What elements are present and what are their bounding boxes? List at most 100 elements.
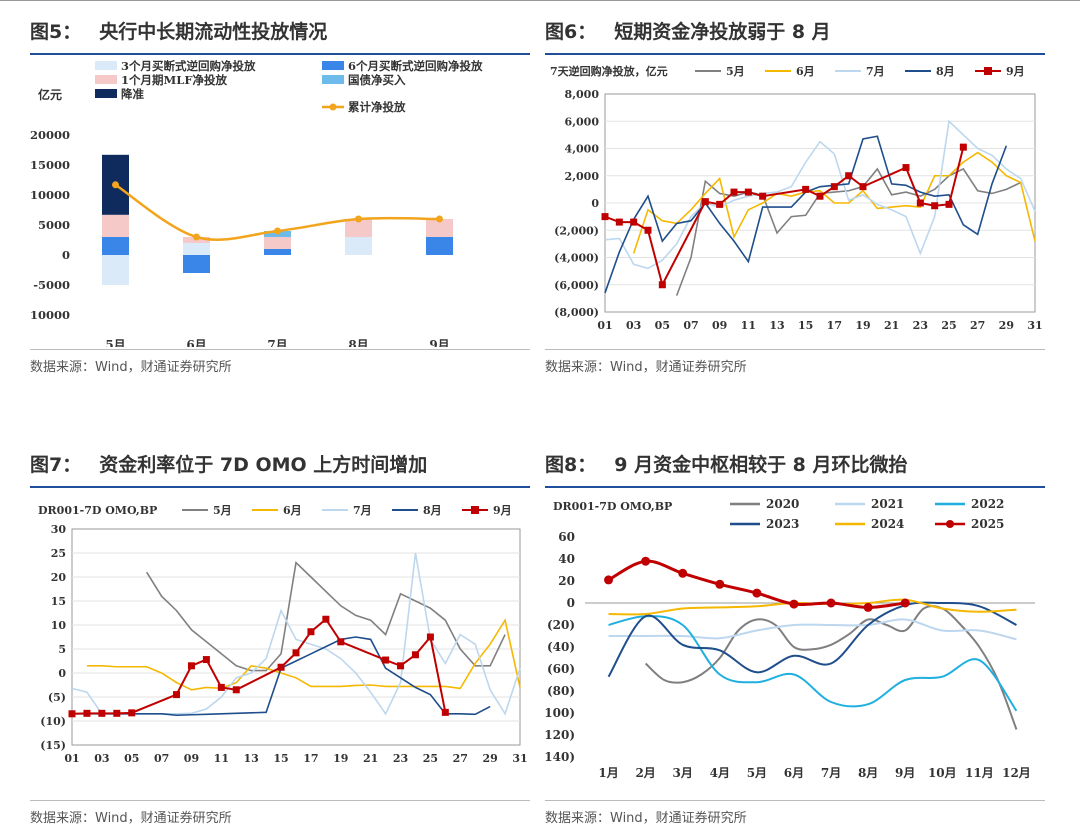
y-axis-label: 7天逆回购净投放，亿元	[550, 64, 668, 78]
x-tick-label: 23	[393, 752, 408, 765]
x-tick-label: 11	[214, 752, 229, 765]
x-tick-label: 1月	[598, 766, 618, 780]
line-point	[112, 181, 119, 189]
legend-line-marker	[329, 103, 337, 111]
legend-label: 3个月买断式逆回购净投放	[121, 59, 256, 73]
series-point	[789, 599, 799, 609]
legend-label: 国债净买入	[348, 73, 406, 87]
x-tick-label: 25	[423, 752, 438, 765]
legend-swatch	[95, 75, 117, 84]
y-tick-label: 4,000	[565, 143, 600, 156]
y-tick-label: (20)	[547, 618, 575, 632]
y-axis-label: 亿元	[38, 87, 62, 102]
legend-label: 2020	[766, 497, 799, 511]
x-tick-label: 25	[941, 319, 956, 332]
legend-swatch	[322, 75, 344, 84]
x-tick-label: 19	[333, 752, 348, 765]
source-note: 数据来源：Wind，财通证券研究所	[545, 349, 1045, 375]
y-tick-label: (8,000)	[554, 306, 599, 319]
series-line-7月	[604, 119, 1036, 270]
x-tick-label: 03	[626, 319, 641, 332]
series-line-2022	[608, 615, 1018, 712]
bar-segment	[345, 219, 372, 237]
x-tick-label: 9月	[895, 766, 915, 780]
y-tick-label: -5000	[33, 278, 70, 292]
x-tick-label: 23	[913, 319, 928, 332]
x-tick-label: 3月	[673, 766, 693, 780]
series-point	[752, 588, 762, 598]
series-point	[678, 568, 688, 578]
series-point	[322, 615, 330, 623]
plot-frame	[71, 528, 521, 746]
x-tick-label: 27	[453, 752, 468, 765]
legend-label: 8月	[936, 65, 955, 78]
y-tick-label: 0	[62, 248, 70, 262]
legend-label: 5月	[213, 504, 232, 517]
x-tick-label: 07	[154, 752, 169, 765]
bar-segment	[426, 237, 453, 255]
y-tick-label: 5000	[38, 218, 70, 232]
series-point	[641, 556, 651, 566]
legend-label: 7月	[866, 65, 885, 78]
panel-fig8: 图8：9 月资金中枢相较于 8 月环比微抬 (140) (120) (100) (80…	[545, 450, 1045, 830]
x-tick-label: 15	[273, 752, 288, 765]
x-tick-label: 7月	[821, 766, 841, 780]
series-line-5月	[675, 167, 1022, 296]
x-tick-label: 31	[1027, 319, 1042, 332]
x-tick-label: 9月	[429, 338, 449, 347]
legend-label: 2024	[871, 517, 904, 531]
legend-label: 6月	[796, 65, 815, 78]
series-point	[658, 281, 666, 289]
x-tick-label: 09	[712, 319, 727, 332]
legend-label: 累计净投放	[348, 100, 406, 114]
series-line-2020	[644, 605, 1018, 730]
y-tick-label: 2,000	[565, 170, 600, 183]
panel-fig5: 图5： 央行中长期流动性投放情况 亿元 3个月买断式逆回购净投放 6个月买断式逆回购净…	[30, 17, 530, 382]
series-line-6月	[86, 618, 521, 691]
series-point	[826, 598, 836, 608]
series-point	[802, 185, 810, 193]
y-tick-label: 15000	[30, 158, 70, 172]
line-point	[436, 215, 443, 223]
x-tick-label: 6月	[186, 338, 206, 347]
chart-dr001-monthly: (140) (120) (100) (80) (60) (40) (20) 0 20 40 60 1月…	[545, 497, 1035, 780]
source-note: 数据来源：Wind，财通证券研究所	[545, 800, 1045, 826]
y-tick-label: 5	[58, 643, 66, 656]
series-line-2025	[607, 559, 906, 609]
y-tick-label: (80)	[547, 684, 575, 698]
x-tick-label: 11月	[965, 766, 994, 780]
bar-segment	[264, 249, 291, 255]
x-tick-label: 05	[655, 319, 670, 332]
top-rule	[0, 0, 1080, 1]
series-point	[916, 199, 924, 207]
series-point	[113, 709, 121, 717]
y-tick-label: (5)	[48, 691, 66, 704]
legend-label: 2023	[766, 517, 799, 531]
x-tick-label: 5月	[747, 766, 767, 780]
bar-segment	[264, 237, 291, 249]
series-point	[232, 686, 240, 694]
y-tick-label: 40	[558, 552, 575, 566]
panel-title: 图5： 央行中长期流动性投放情况	[30, 17, 530, 55]
series-point	[859, 183, 867, 191]
y-tick-label: 20	[558, 574, 575, 588]
series-point	[730, 188, 738, 196]
x-tick-label: 11	[741, 319, 756, 332]
series-point	[816, 192, 824, 200]
x-tick-label: 07	[683, 319, 698, 332]
y-tick-label: (140)	[545, 750, 575, 764]
series-point	[830, 183, 838, 191]
bar-segment	[102, 214, 129, 237]
y-tick-label: 0	[567, 596, 575, 610]
x-tick-label: 09	[184, 752, 199, 765]
series-point	[217, 683, 225, 691]
y-tick-label: 20000	[30, 128, 70, 142]
y-tick-label: (60)	[547, 662, 575, 676]
panel-fig7: 图7： 资金利率位于 7D OMO 上方时间增加 (15) (10) (5) 0 5 10 1…	[30, 450, 530, 830]
series-point	[441, 708, 449, 716]
x-tick-label: 29	[999, 319, 1014, 332]
x-tick-label: 13	[769, 319, 784, 332]
y-tick-label: 10	[51, 619, 67, 632]
legend-marker	[471, 506, 479, 514]
